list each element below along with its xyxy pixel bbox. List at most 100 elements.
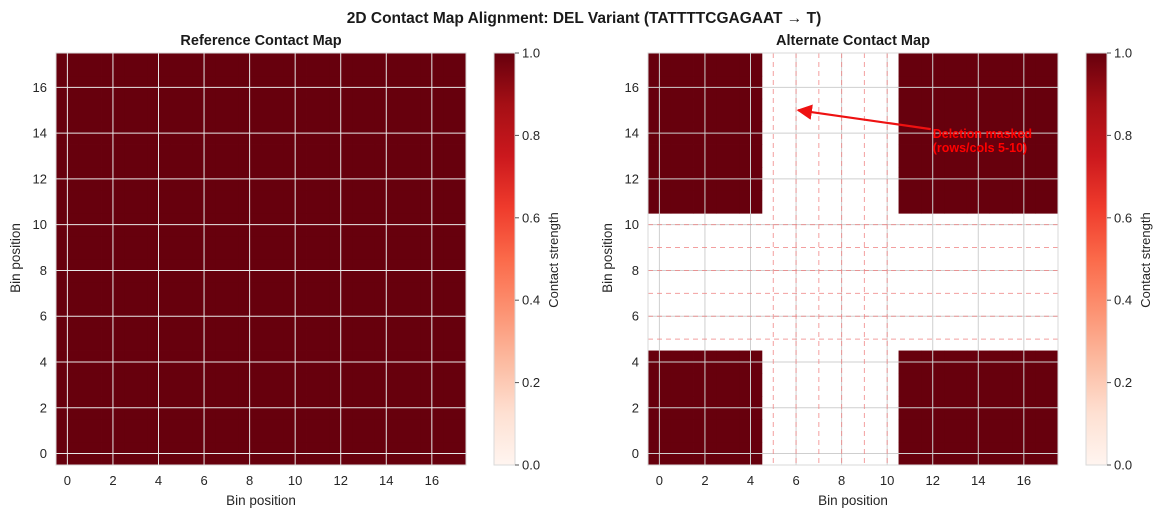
heatmap-cell bbox=[944, 419, 968, 443]
reference-y-axis-label: Bin position bbox=[8, 223, 23, 293]
heatmap-cell bbox=[169, 373, 194, 397]
x-tick-label: 16 bbox=[1017, 473, 1031, 488]
heatmap-cell bbox=[443, 144, 467, 168]
colorbar-tick-label: 0.0 bbox=[522, 458, 540, 473]
y-tick-label: 8 bbox=[632, 263, 639, 278]
colorbar-tick-label: 1.0 bbox=[522, 46, 540, 61]
heatmap-cell bbox=[397, 419, 421, 443]
y-tick-label: 2 bbox=[632, 400, 639, 415]
heatmap-cell bbox=[124, 327, 148, 351]
reference-x-axis-label: Bin position bbox=[226, 493, 296, 508]
heatmap-cell bbox=[215, 144, 239, 168]
heatmap-cell bbox=[944, 53, 968, 77]
heatmap-cell bbox=[716, 144, 740, 168]
deletion-annotation: Deletion masked(rows/cols 5-10) bbox=[796, 104, 1032, 155]
heatmap-cell bbox=[443, 53, 467, 77]
tick-labels: 0 2 4 6 8 10 12 14 16 0 2 4 6 8 10 12 14 16 bbox=[625, 80, 1032, 488]
tick-labels: 0 2 4 6 8 10 12 14 16 0 2 4 6 8 10 12 14 16 bbox=[33, 80, 440, 488]
heatmap-cell bbox=[670, 98, 694, 123]
heatmap-cell bbox=[78, 236, 102, 260]
heatmap-cell bbox=[124, 53, 148, 77]
heatmap-cell bbox=[352, 327, 376, 351]
heatmap-cell bbox=[397, 373, 421, 397]
colorbar-tick-label: 0.8 bbox=[1114, 128, 1132, 143]
heatmap-cell bbox=[443, 419, 467, 443]
heatmap-cell bbox=[306, 419, 330, 443]
colorbar-gradient bbox=[1085, 52, 1108, 466]
heatmap-cell bbox=[443, 281, 467, 306]
heatmap-cell bbox=[898, 98, 922, 123]
heatmap-cell bbox=[352, 419, 376, 443]
heatmap-cell bbox=[989, 419, 1013, 443]
plot-frame bbox=[647, 52, 1059, 466]
y-tick-label: 8 bbox=[40, 263, 47, 278]
heatmap-cell bbox=[306, 190, 330, 214]
heatmap-cell bbox=[989, 144, 1013, 168]
heatmap-cell bbox=[670, 373, 694, 397]
heatmap-cell bbox=[352, 190, 376, 214]
y-tick-label: 4 bbox=[40, 355, 47, 370]
colorbar-tick-label: 0.0 bbox=[1114, 458, 1132, 473]
y-tick-label: 16 bbox=[33, 80, 47, 95]
colorbar-tick-label: 0.2 bbox=[1114, 375, 1132, 390]
heatmap-cell bbox=[261, 373, 285, 397]
heatmap-cell bbox=[397, 236, 421, 260]
heatmap-cell bbox=[670, 53, 694, 77]
x-tick-label: 4 bbox=[747, 473, 754, 488]
plot-frame bbox=[55, 52, 467, 466]
heatmap-cell bbox=[124, 419, 148, 443]
alternate-heatmap: 0 2 4 6 8 10 12 14 16 0 2 4 6 8 10 12 14 16 Deletion maske… bbox=[625, 52, 1059, 488]
reference-colorbar-label: Contact strength bbox=[546, 212, 561, 307]
reference-heatmap: 0 2 4 6 8 10 12 14 16 0 2 4 6 8 10 12 14 16 bbox=[33, 52, 467, 488]
x-tick-label: 6 bbox=[792, 473, 799, 488]
heatmap-cell bbox=[443, 190, 467, 214]
alternate-panel-title: Alternate Contact Map bbox=[776, 33, 930, 49]
heatmap-cell bbox=[352, 53, 376, 77]
heatmap-cell bbox=[261, 190, 285, 214]
y-tick-label: 10 bbox=[625, 217, 639, 232]
y-tick-label: 0 bbox=[40, 446, 47, 461]
heatmap-cell bbox=[169, 419, 194, 443]
heatmap-cell bbox=[1035, 373, 1059, 397]
y-tick-label: 16 bbox=[625, 80, 639, 95]
heatmap-cell bbox=[716, 373, 740, 397]
right-panel: 0 2 4 6 8 10 12 14 16 0 2 4 6 8 10 12 14 16 Deletion maske… bbox=[600, 33, 1153, 508]
heatmap-cell bbox=[215, 53, 239, 77]
grid-lines bbox=[648, 53, 1058, 465]
heatmap-cell bbox=[78, 327, 102, 351]
colorbar-tick-label: 0.6 bbox=[522, 210, 540, 225]
heatmap-cell bbox=[898, 53, 922, 77]
heatmap-cell bbox=[944, 190, 968, 214]
heatmap-cell bbox=[898, 373, 922, 397]
heatmap-cell bbox=[944, 373, 968, 397]
heatmap-cell bbox=[78, 144, 102, 168]
heatmap-cell bbox=[443, 98, 467, 123]
y-tick-label: 4 bbox=[632, 355, 639, 370]
alternate-y-axis-label: Bin position bbox=[600, 223, 615, 293]
reference-colorbar: 0.0 0.2 0.4 0.6 0.8 1.0 bbox=[493, 46, 540, 473]
heatmap-cell bbox=[352, 373, 376, 397]
heatmap-cell bbox=[261, 144, 285, 168]
heatmap-cell bbox=[306, 281, 330, 306]
heatmap-cell bbox=[124, 236, 148, 260]
alternate-colorbar-label: Contact strength bbox=[1138, 212, 1153, 307]
y-tick-label: 0 bbox=[632, 446, 639, 461]
heatmap-cell bbox=[215, 190, 239, 214]
x-tick-label: 16 bbox=[425, 473, 439, 488]
heatmap-cell bbox=[352, 281, 376, 306]
heatmap-cell bbox=[261, 419, 285, 443]
heatmap-cell bbox=[169, 236, 194, 260]
x-tick-label: 2 bbox=[701, 473, 708, 488]
heatmap-cell bbox=[306, 327, 330, 351]
heatmap-cell bbox=[898, 190, 922, 214]
heatmap-cell bbox=[215, 281, 239, 306]
heatmap-cell bbox=[397, 190, 421, 214]
heatmap-cell bbox=[78, 281, 102, 306]
colorbar-tick-label: 0.4 bbox=[522, 293, 540, 308]
heatmap-cell bbox=[306, 236, 330, 260]
heatmap-cell bbox=[397, 144, 421, 168]
heatmap-cell bbox=[306, 53, 330, 77]
x-tick-label: 0 bbox=[656, 473, 663, 488]
heatmap-cell bbox=[261, 236, 285, 260]
